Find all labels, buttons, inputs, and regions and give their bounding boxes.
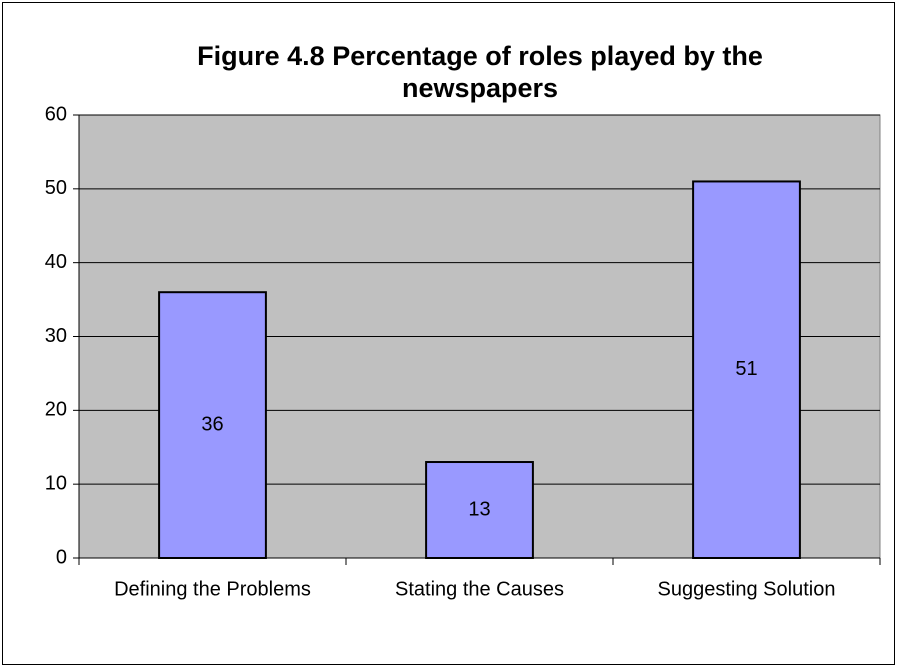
data-label: 36 [201,413,223,435]
bar [425,461,534,559]
data-label: 13 [468,498,490,520]
bar [692,180,801,559]
chart-title: Figure 4.8 Percentage of roles played by… [197,41,763,103]
x-tick-label: Defining the Problems [114,578,311,600]
y-tick-label: 50 [45,177,67,199]
data-label: 51 [735,358,757,380]
y-tick-label: 10 [45,472,67,494]
y-tick-label: 0 [56,546,67,568]
y-tick-label: 40 [45,251,67,273]
y-tick-label: 20 [45,399,67,421]
x-tick-label: Stating the Causes [395,578,564,600]
y-tick-label: 60 [45,103,67,125]
x-tick-label: Suggesting Solution [658,578,836,600]
bar [158,291,267,559]
y-tick-label: 30 [45,325,67,347]
